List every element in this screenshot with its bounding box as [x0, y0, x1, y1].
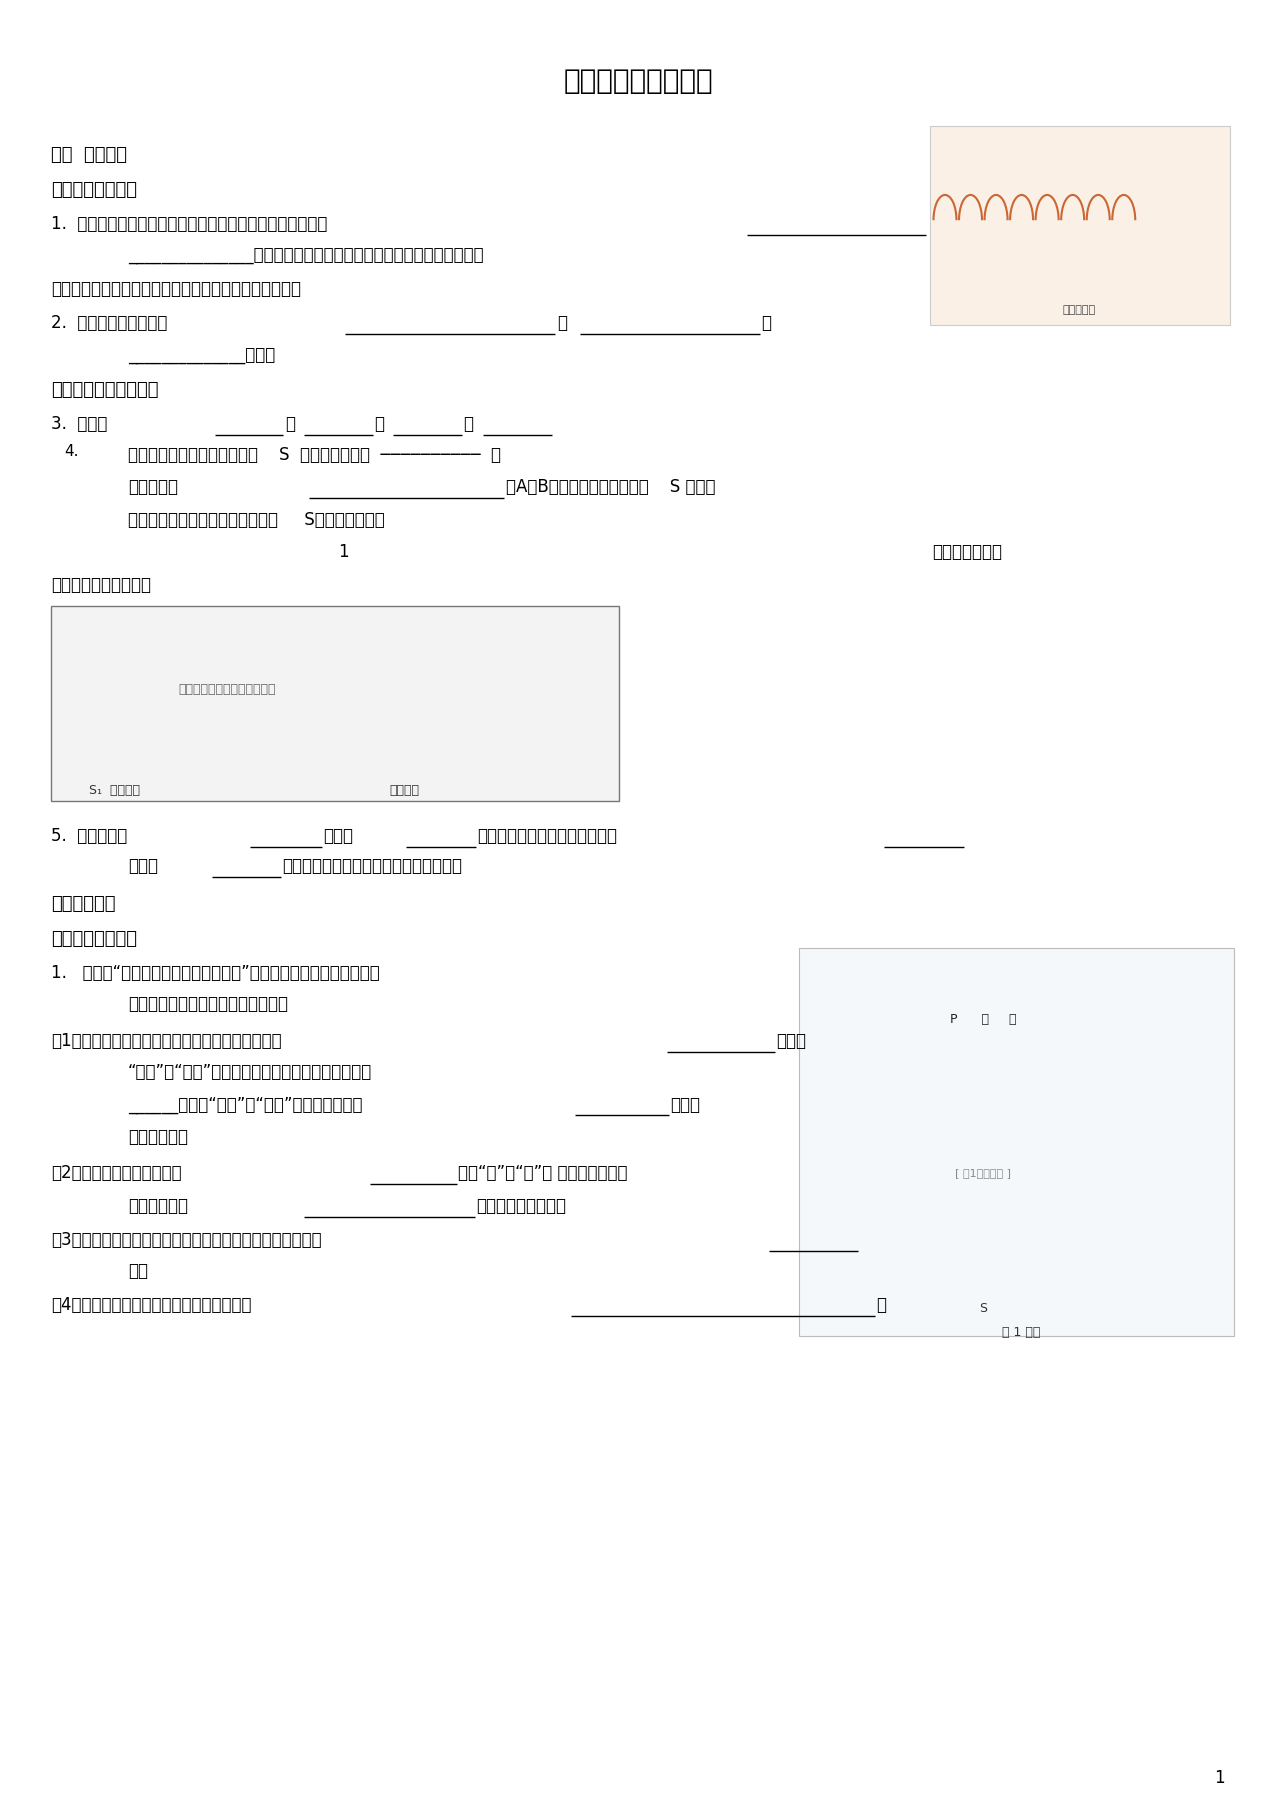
Text: （填“甲”或“乙”） 的磁性强，说明: （填“甲”或“乙”） 的磁性强，说明 [458, 1164, 628, 1182]
Text: 2.  电磁铁磁性的强弱与: 2. 电磁铁磁性的强弱与 [51, 314, 167, 332]
Text: 电压、: 电压、 [128, 857, 157, 875]
Text: _______________时，它有磁性。像这种磁体，在有电流通过时有磁性: _______________时，它有磁性。像这种磁体，在有电流通过时有磁性 [128, 247, 483, 265]
FancyBboxPatch shape [930, 126, 1230, 325]
Text: 、: 、 [464, 415, 474, 433]
Text: 一、  知识点睛: 一、 知识点睛 [51, 146, 128, 164]
Text: 电压、: 电压、 [323, 827, 352, 845]
Text: 1: 1 [1214, 1769, 1225, 1787]
Text: 工作原理：当控制电路的开关    S  闭合时，电磁铁  ──────────  磁: 工作原理：当控制电路的开关 S 闭合时，电磁铁 ────────── 磁 [128, 446, 501, 464]
Text: 【板块一】电磁铁: 【板块一】电磁铁 [51, 180, 137, 199]
Text: 〔电磁继电器结构与电路图〕: 〔电磁继电器结构与电路图〕 [179, 682, 276, 697]
Text: 性，衔铁被: 性，衔铁被 [128, 478, 178, 496]
Text: （4）电磁铁吸引的大头针下端分散的原因是: （4）电磁铁吸引的大头针下端分散的原因是 [51, 1296, 252, 1314]
Text: （3）根据右手螺旋定则，可判断出乙铁钉的上端是电磁铁的: （3）根据右手螺旋定则，可判断出乙铁钉的上端是电磁铁的 [51, 1231, 322, 1249]
Text: 性，衔铁弹回，: 性，衔铁弹回， [932, 543, 1002, 561]
Text: （选填: （选填 [776, 1032, 806, 1051]
Text: 电磁铁与电磁继电器: 电磁铁与电磁继电器 [563, 67, 714, 96]
Text: 极。: 极。 [128, 1262, 148, 1280]
Text: “增大”或“减小”），电磁铁甲、乙吸引大头针的个数: “增大”或“减小”），电磁铁甲、乙吸引大头针的个数 [128, 1063, 372, 1081]
Text: 1: 1 [338, 543, 349, 561]
Text: 电流电路的通断，来间接地控制: 电流电路的通断，来间接地控制 [478, 827, 618, 845]
Text: 【板块二】电磁继电器: 【板块二】电磁继电器 [51, 381, 158, 399]
Text: ，电动机工作。断开控制电路开关     S，电磁铁失去磁: ，电动机工作。断开控制电路开关 S，电磁铁失去磁 [128, 511, 384, 529]
Text: 【板块一】电磁铁: 【板块一】电磁铁 [51, 930, 137, 948]
Text: 、: 、 [374, 415, 384, 433]
FancyBboxPatch shape [799, 948, 1234, 1336]
Text: ______________有关。: ______________有关。 [128, 347, 275, 365]
FancyBboxPatch shape [51, 606, 619, 801]
Text: ，没有电流时就失去磁性，我们把这种磁体叫做电磁铁。: ，没有电流时就失去磁性，我们把这种磁体叫做电磁铁。 [51, 280, 301, 298]
Text: 、: 、 [761, 314, 771, 332]
Text: （2）根据图示的情境可知，: （2）根据图示的情境可知， [51, 1164, 181, 1182]
Text: （1）当滑动变阻器滑片向左移动时，电路中的电流: （1）当滑动变阻器滑片向左移动时，电路中的电流 [51, 1032, 282, 1051]
Text: [ 第1题电路图 ]: [ 第1题电路图 ] [955, 1168, 1011, 1179]
Text: 甲、乙，并设计了如图所示的电路。: 甲、乙，并设计了如图所示的电路。 [128, 995, 287, 1013]
Text: 自制电磁铁: 自制电磁铁 [1062, 305, 1096, 316]
Text: 。: 。 [876, 1296, 886, 1314]
Text: 铁磁性越强。: 铁磁性越强。 [128, 1128, 188, 1146]
Text: 1.  如果把一根导线绕成螺线管，再在螺线管内插入铁芯，当: 1. 如果把一根导线绕成螺线管，再在螺线管内插入铁芯，当 [51, 215, 327, 233]
Text: ，A、B接通，使高压工作电路    S 处接通: ，A、B接通，使高压工作电路 S 处接通 [506, 478, 715, 496]
Text: 3.  结构：: 3. 结构： [51, 415, 107, 433]
Text: 第 1 题图: 第 1 题图 [1002, 1325, 1041, 1339]
Text: 、: 、 [285, 415, 295, 433]
Text: 5.  实质：利用: 5. 实质：利用 [51, 827, 128, 845]
Text: ，电磁: ，电磁 [670, 1096, 700, 1114]
Text: 电流电路通断的装置。相当于一种开关。: 电流电路通断的装置。相当于一种开关。 [282, 857, 462, 875]
Text: ，电磁铁磁性越强。: ，电磁铁磁性越强。 [476, 1197, 566, 1215]
Text: S₁  低压电源: S₁ 低压电源 [89, 783, 140, 798]
Text: 电流一定时，: 电流一定时， [128, 1197, 188, 1215]
Text: P      乙     甲: P 乙 甲 [950, 1013, 1016, 1027]
Text: 二、精讲精练: 二、精讲精练 [51, 895, 116, 913]
Text: 高压电源: 高压电源 [389, 783, 419, 798]
Text: 、: 、 [557, 314, 567, 332]
Text: 4.: 4. [64, 444, 78, 458]
Text: 1.   在探究“影响电磁铁磁性强弱的因素”实验中，小明制成简易电磁铁: 1. 在探究“影响电磁铁磁性强弱的因素”实验中，小明制成简易电磁铁 [51, 964, 379, 982]
Text: 使高压工作电路断开。: 使高压工作电路断开。 [51, 576, 151, 594]
Text: ______（选填“增加”或“减少”），说明电流越: ______（选填“增加”或“减少”），说明电流越 [128, 1096, 363, 1114]
Text: S: S [979, 1301, 987, 1316]
